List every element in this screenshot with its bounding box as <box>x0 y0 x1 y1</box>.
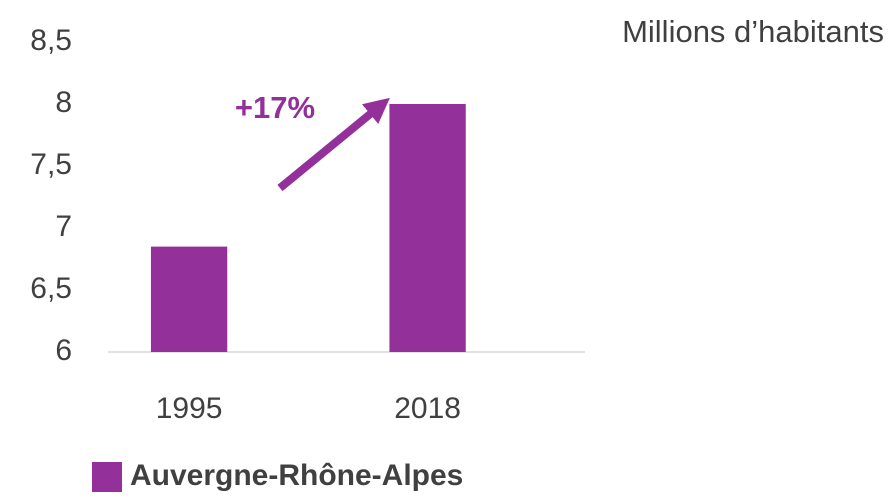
x-tick-label: 1995 <box>156 392 223 425</box>
bar <box>150 246 228 352</box>
y-tick-label: 6 <box>55 334 72 367</box>
y-tick-label: 8 <box>55 86 72 119</box>
bar <box>389 104 466 352</box>
y-tick-label: 6,5 <box>30 272 72 305</box>
y-tick-label: 7 <box>55 210 72 243</box>
annotation: +17% <box>235 90 315 125</box>
x-tick-label: 2018 <box>394 392 461 425</box>
chart-title: Millions d’habitants <box>622 14 884 49</box>
y-tick-label: 8,5 <box>30 24 72 57</box>
legend-swatch <box>92 462 122 492</box>
legend-label: Auvergne-Rhône-Alpes <box>130 459 463 492</box>
y-tick-label: 7,5 <box>30 148 72 181</box>
growth-arrow <box>277 97 390 192</box>
